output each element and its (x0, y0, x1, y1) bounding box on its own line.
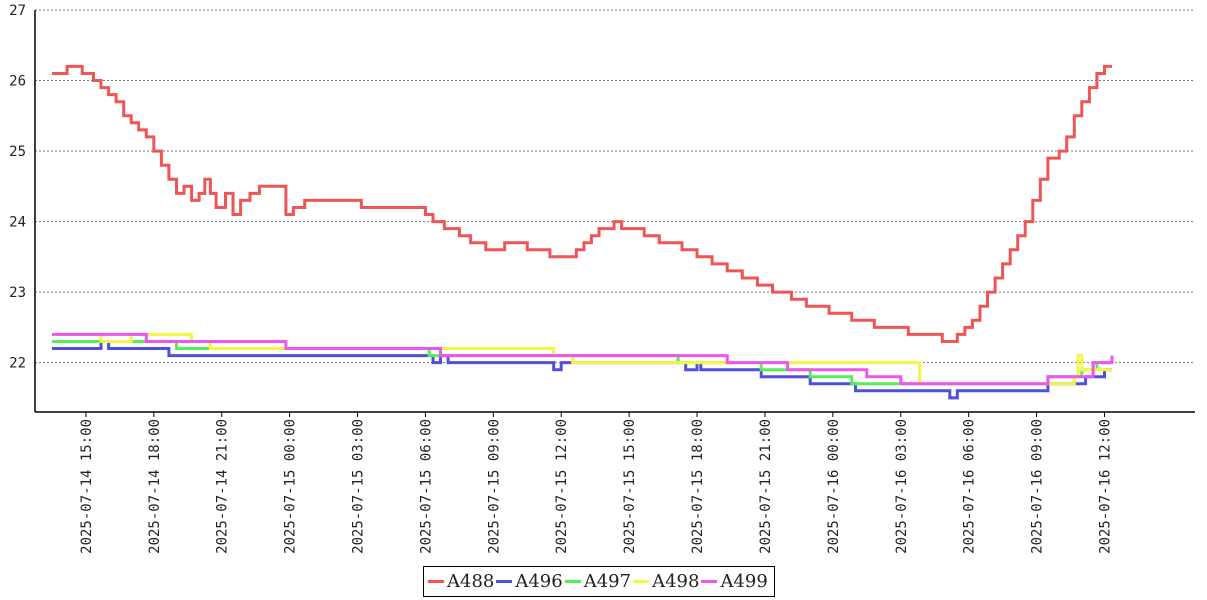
axes (34, 10, 1195, 413)
y-tick-label: 25 (9, 144, 26, 160)
y-tick-label: 24 (9, 215, 26, 231)
x-tick-label: 2025-07-15 00:00 (283, 419, 299, 554)
series-layer (52, 64, 1114, 400)
y-tick-label: 27 (9, 3, 26, 19)
series-line-A499 (52, 332, 1114, 386)
x-tick-label: 2025-07-15 15:00 (622, 419, 638, 554)
x-tick-label: 2025-07-15 12:00 (554, 419, 570, 554)
legend-item: A498 (633, 571, 699, 592)
y-tick-label: 23 (9, 285, 26, 301)
legend: A488 A496 A497 A498 A499 (423, 566, 775, 597)
y-axis-ticks: 22 23 24 25 26 27 (9, 3, 26, 372)
legend-item: A496 (496, 571, 563, 592)
series-line-A488 (52, 64, 1112, 343)
legend-swatch (496, 580, 513, 583)
x-tick-label: 2025-07-14 18:00 (147, 419, 163, 554)
legend-label: A497 (583, 571, 632, 592)
x-tick-label: 2025-07-16 12:00 (1097, 419, 1113, 554)
legend-item: A499 (701, 571, 768, 592)
x-tick-label: 2025-07-15 18:00 (690, 419, 706, 554)
x-tick-label: 2025-07-16 03:00 (894, 419, 910, 554)
legend-item: A488 (428, 571, 494, 592)
x-axis-ticks: 2025-07-14 15:00 2025-07-14 18:00 2025-07-… (79, 412, 1113, 554)
x-tick-label: 2025-07-16 06:00 (962, 419, 978, 554)
x-tick-label: 2025-07-15 21:00 (758, 419, 774, 554)
x-tick-label: 2025-07-15 06:00 (418, 419, 434, 554)
series-line-A496 (52, 340, 1112, 400)
legend-item: A497 (564, 571, 632, 592)
legend-label: A498 (652, 571, 700, 592)
x-tick-label: 2025-07-14 21:00 (215, 419, 231, 554)
x-tick-label: 2025-07-16 09:00 (1030, 419, 1046, 554)
legend-swatch (428, 580, 444, 583)
y-tick-label: 22 (9, 356, 26, 372)
legend-swatch (633, 580, 650, 583)
x-tick-label: 2025-07-15 03:00 (351, 419, 367, 554)
y-tick-label: 26 (9, 74, 26, 90)
x-tick-label: 2025-07-15 09:00 (486, 419, 502, 554)
legend-label: A499 (720, 571, 768, 592)
x-tick-label: 2025-07-14 15:00 (79, 419, 95, 554)
x-tick-label: 2025-07-16 00:00 (826, 419, 842, 554)
legend-label: A496 (515, 571, 563, 592)
legend-swatch (701, 580, 718, 583)
legend-swatch (564, 580, 581, 583)
legend-label: A488 (447, 571, 495, 592)
